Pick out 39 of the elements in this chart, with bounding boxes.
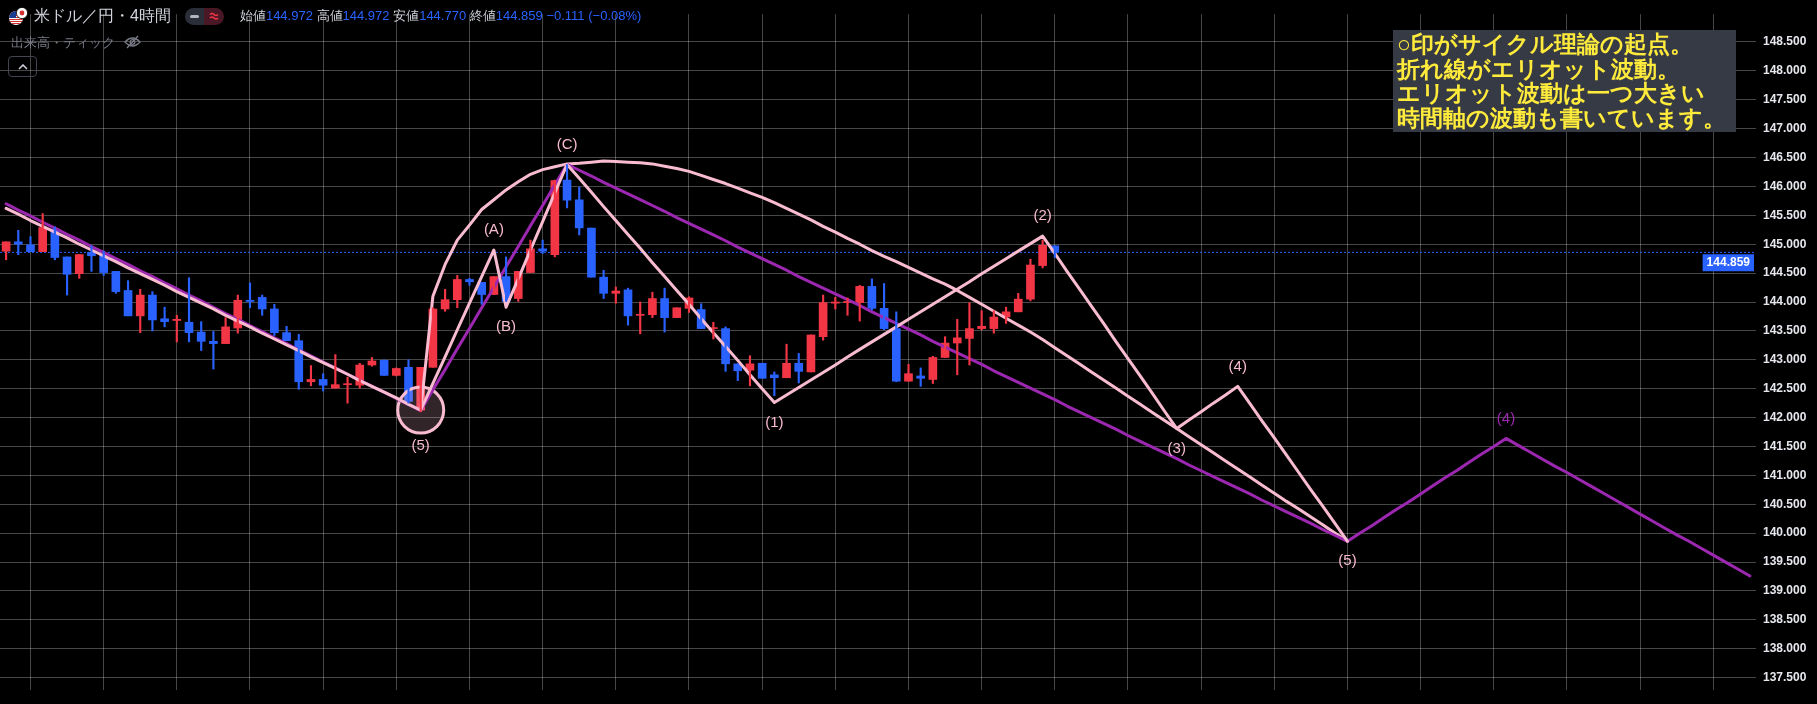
chart-title: 米ドル／円・4時間 bbox=[34, 5, 171, 26]
annotation: 出来高・ティック bbox=[11, 34, 115, 52]
y-tick-label: 143.000 bbox=[1763, 352, 1807, 367]
annotation: (4) bbox=[1496, 408, 1516, 426]
y-tick-label: 142.500 bbox=[1763, 381, 1807, 396]
text: 始値144.972 高値144.972 安値144.770 終値144.859 −0.111 (−0.08%) bbox=[239, 8, 642, 23]
y-tick-label: 147.000 bbox=[1763, 120, 1807, 135]
y-tick-label: 148.500 bbox=[1763, 34, 1807, 49]
y-tick-label: 139.000 bbox=[1763, 583, 1807, 598]
annotation: (3) bbox=[1167, 438, 1186, 456]
y-tick-label: 142.000 bbox=[1763, 409, 1807, 424]
y-tick-label: 144.000 bbox=[1763, 294, 1807, 309]
y-tick-label: 144.500 bbox=[1763, 265, 1807, 280]
ref-line-label: 144.859 bbox=[1706, 255, 1751, 270]
y-tick-label: 146.500 bbox=[1763, 149, 1807, 164]
y-tick-label: 138.000 bbox=[1763, 641, 1807, 656]
y-tick-label: 145.000 bbox=[1763, 236, 1807, 251]
y-tick-label: 146.000 bbox=[1763, 178, 1807, 193]
y-tick-label: 141.000 bbox=[1763, 467, 1807, 482]
annotation: (C) bbox=[556, 134, 578, 152]
annotation: (5) bbox=[411, 436, 430, 454]
annotation: ○印がサイクル理論の起点。 bbox=[1397, 31, 1694, 57]
annotation: (A) bbox=[483, 220, 504, 238]
annotation: エリオット波動は一つ大きい bbox=[1397, 80, 1706, 106]
y-tick-label: 140.500 bbox=[1763, 496, 1807, 511]
y-tick-label: 145.500 bbox=[1763, 207, 1807, 222]
y-tick-label: 139.500 bbox=[1763, 554, 1807, 569]
y-tick-label: 141.500 bbox=[1763, 438, 1807, 453]
y-tick-label: 137.500 bbox=[1763, 669, 1807, 684]
y-tick-label: 148.000 bbox=[1763, 63, 1807, 78]
annotation: (5) bbox=[1338, 551, 1357, 569]
annotation: (B) bbox=[496, 317, 517, 335]
y-tick-label: 140.000 bbox=[1763, 525, 1807, 540]
y-tick-label: 147.500 bbox=[1763, 92, 1807, 107]
annotation: (1) bbox=[765, 412, 784, 430]
y-tick-label: 138.500 bbox=[1763, 612, 1807, 627]
annotation: (4) bbox=[1228, 356, 1247, 374]
annotation: (2) bbox=[1033, 206, 1052, 224]
y-tick-label: 143.500 bbox=[1763, 323, 1807, 338]
